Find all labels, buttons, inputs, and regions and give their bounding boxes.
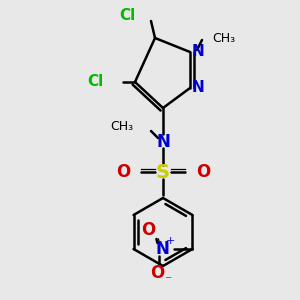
Text: S: S xyxy=(156,163,170,182)
Text: CH₃: CH₃ xyxy=(110,121,133,134)
Text: +: + xyxy=(166,236,175,246)
Text: O: O xyxy=(116,163,130,181)
Text: N: N xyxy=(192,80,205,95)
Text: CH₃: CH₃ xyxy=(212,32,235,44)
Text: N: N xyxy=(156,133,170,151)
Text: N: N xyxy=(192,44,205,59)
Text: Cl: Cl xyxy=(88,74,104,89)
Text: N: N xyxy=(155,240,170,258)
Text: O: O xyxy=(150,264,165,282)
Text: ⁻: ⁻ xyxy=(164,274,171,288)
Text: O: O xyxy=(196,163,210,181)
Text: O: O xyxy=(141,221,156,239)
Text: Cl: Cl xyxy=(120,8,136,23)
